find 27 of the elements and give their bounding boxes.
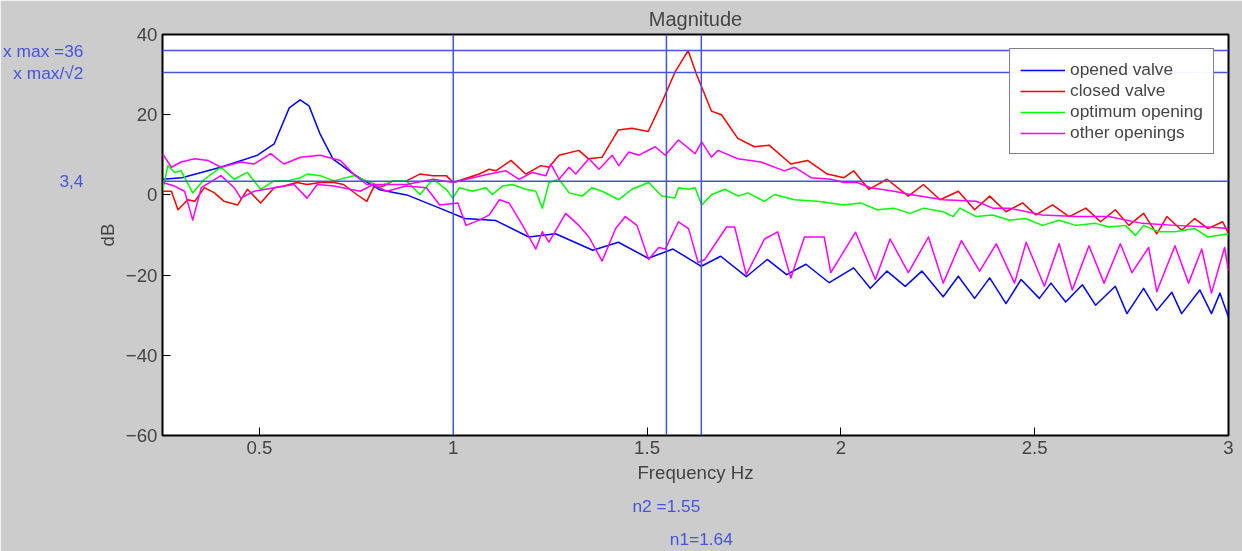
ref-line-label: x max/√2 xyxy=(13,62,84,83)
ref-line-label: 3,4 xyxy=(59,171,84,192)
ref-line-label: n2 =1.55 xyxy=(632,495,701,516)
legend-label: other openings xyxy=(1070,122,1185,143)
y-tick-label: −40 xyxy=(125,344,158,366)
line-series xyxy=(162,49,1229,235)
y-tick-label: −60 xyxy=(125,425,158,446)
legend-label: optimum opening xyxy=(1070,101,1203,122)
legend-label: opened valve xyxy=(1070,59,1174,80)
chart-title: Magnitude xyxy=(648,7,743,30)
y-tick-label: 40 xyxy=(136,24,158,45)
y-tick-label: 20 xyxy=(136,104,158,126)
x-tick-label: 1 xyxy=(448,436,459,458)
x-tick-label: 3 xyxy=(1223,436,1234,458)
legend-label: closed valve xyxy=(1070,80,1166,101)
line-series xyxy=(162,164,1229,238)
x-tick-label: 2 xyxy=(835,436,847,458)
x-tick-label: 2.5 xyxy=(1021,436,1048,458)
y-tick-label: −20 xyxy=(125,264,158,286)
line-series xyxy=(162,99,1229,318)
y-axis-title: dB xyxy=(96,223,118,247)
y-tick-label: 0 xyxy=(147,184,158,206)
x-tick-label: 0.5 xyxy=(246,436,273,458)
ref-line-label: n1=1.64 xyxy=(669,528,734,549)
ref-line-label: x max =36 xyxy=(3,40,84,61)
x-axis-title: Frequency Hz xyxy=(637,461,754,483)
x-tick-label: 1.5 xyxy=(634,436,661,458)
